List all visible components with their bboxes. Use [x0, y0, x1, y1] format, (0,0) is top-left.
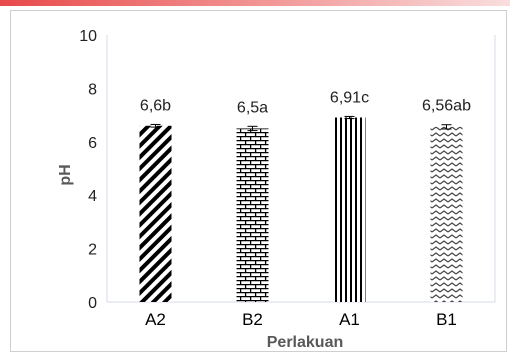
x-axis-title: Perlakuan: [267, 334, 343, 351]
y-tick-label: 0: [88, 295, 97, 312]
x-tick-labels: A2 B2 A1 B1: [145, 310, 457, 329]
bar-A1: [333, 117, 366, 303]
bar-A2: [139, 125, 172, 302]
axes-group: [106, 35, 496, 303]
y-tick-label: 6: [88, 135, 97, 152]
data-label-A1: 6,91c: [330, 89, 369, 106]
x-tick-label-A2: A2: [145, 310, 166, 329]
y-tick-label: 10: [79, 28, 97, 45]
y-tick-label: 2: [88, 242, 97, 259]
x-tick-label-A1: A1: [339, 310, 360, 329]
x-tick-label-B1: B1: [436, 310, 457, 329]
data-label-B2: 6,5a: [237, 99, 268, 116]
y-tick-labels: 0 2 4 6 8 10: [79, 28, 97, 312]
bar-B1: [430, 126, 463, 303]
y-tick-label: 8: [88, 81, 97, 98]
y-axis-title: pH: [57, 164, 74, 185]
data-label-B1: 6,56ab: [422, 98, 471, 115]
bar-B2: [236, 128, 269, 302]
y-tick-label: 4: [88, 188, 97, 205]
x-tick-label-B2: B2: [242, 310, 263, 329]
top-accent-bar: [0, 0, 510, 6]
bars-group: 6,6b 6,5a 6,91c 6,56ab: [139, 89, 471, 303]
data-label-A2: 6,6b: [140, 97, 171, 114]
